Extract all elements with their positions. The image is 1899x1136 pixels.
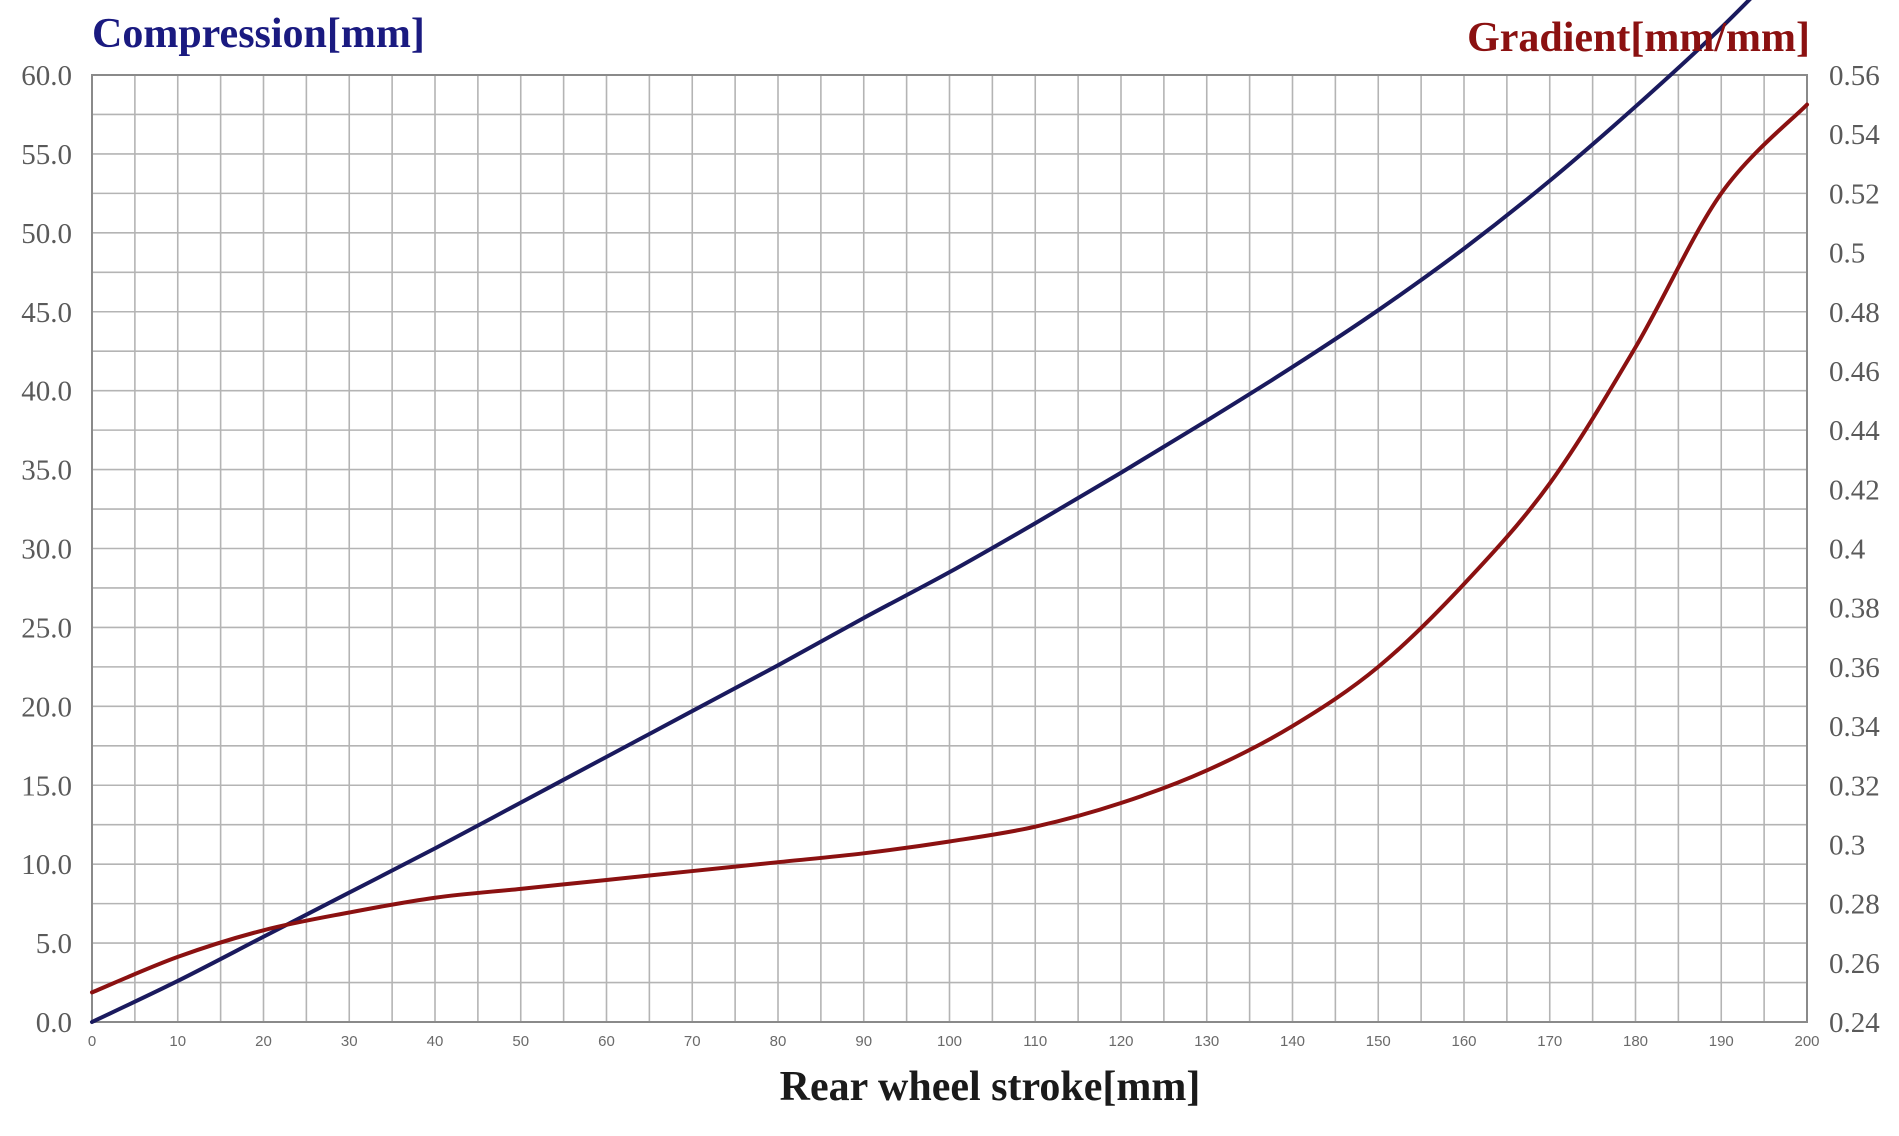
left-y-tick-label: 60.0 bbox=[21, 60, 72, 92]
left-y-tick-label: 55.0 bbox=[21, 139, 72, 171]
right-y-tick-label: 0.26 bbox=[1829, 948, 1880, 980]
right-y-tick-label: 0.54 bbox=[1829, 119, 1880, 151]
gradient-series-line bbox=[90, 102, 1809, 995]
x-tick-label: 170 bbox=[1537, 1033, 1562, 1050]
x-tick-label: 60 bbox=[598, 1033, 615, 1050]
left-y-tick-label: 15.0 bbox=[21, 770, 72, 802]
x-tick-label: 80 bbox=[770, 1033, 787, 1050]
right-y-tick-label: 0.5 bbox=[1829, 238, 1865, 270]
x-tick-label: 120 bbox=[1108, 1033, 1133, 1050]
plot-border bbox=[91, 74, 1808, 1023]
x-tick-label: 10 bbox=[169, 1033, 186, 1050]
axis-labels: Compression[mm] Gradient[mm/mm] Rear whe… bbox=[92, 11, 1810, 1110]
x-tick-label: 100 bbox=[937, 1033, 962, 1050]
x-tick-label: 140 bbox=[1280, 1033, 1305, 1050]
left-y-tick-label: 10.0 bbox=[21, 849, 72, 881]
x-tick-label: 0 bbox=[88, 1033, 96, 1050]
right-y-tick-label: 0.46 bbox=[1829, 356, 1880, 388]
right-y-tick-label: 0.28 bbox=[1829, 889, 1880, 921]
right-y-tick-label: 0.32 bbox=[1829, 770, 1880, 802]
x-tick-label: 110 bbox=[1023, 1033, 1047, 1050]
left-y-tick-label: 0.0 bbox=[36, 1007, 72, 1039]
x-tick-label: 40 bbox=[427, 1033, 444, 1050]
right-y-tick-label: 0.42 bbox=[1829, 474, 1880, 506]
right-y-tick-label: 0.48 bbox=[1829, 297, 1880, 329]
right-y-tick-label: 0.24 bbox=[1829, 1007, 1880, 1039]
left-y-tick-label: 50.0 bbox=[21, 218, 72, 250]
x-tick-label: 50 bbox=[512, 1033, 529, 1050]
x-tick-label: 180 bbox=[1623, 1033, 1648, 1050]
x-tick-label: 200 bbox=[1794, 1033, 1819, 1050]
grid bbox=[91, 74, 1808, 1023]
left-axis-title: Compression[mm] bbox=[92, 11, 425, 57]
x-tick-label: 160 bbox=[1451, 1033, 1476, 1050]
series-lines bbox=[90, 0, 1809, 1024]
left-y-tick-label: 30.0 bbox=[21, 534, 72, 566]
x-tick-label: 150 bbox=[1366, 1033, 1391, 1050]
x-tick-label: 70 bbox=[684, 1033, 701, 1050]
right-y-tick-label: 0.38 bbox=[1829, 593, 1880, 625]
x-tick-label: 90 bbox=[855, 1033, 872, 1050]
right-y-tick-label: 0.36 bbox=[1829, 652, 1880, 684]
left-y-tick-label: 20.0 bbox=[21, 691, 72, 723]
x-tick-label: 30 bbox=[341, 1033, 358, 1050]
right-y-tick-label: 0.56 bbox=[1829, 60, 1880, 92]
right-y-tick-label: 0.52 bbox=[1829, 178, 1880, 210]
right-y-tick-label: 0.3 bbox=[1829, 829, 1865, 861]
x-tick-label: 190 bbox=[1709, 1033, 1734, 1050]
right-y-tick-label: 0.4 bbox=[1829, 534, 1866, 566]
compression-series-line bbox=[90, 0, 1752, 1024]
left-y-tick-label: 45.0 bbox=[21, 297, 72, 329]
left-y-tick-label: 25.0 bbox=[21, 612, 72, 644]
left-y-tick-label: 35.0 bbox=[21, 455, 72, 487]
x-tick-label: 130 bbox=[1194, 1033, 1219, 1050]
right-axis-title: Gradient[mm/mm] bbox=[1467, 15, 1810, 61]
right-y-tick-label: 0.34 bbox=[1829, 711, 1880, 743]
axes: 0 10 20 30 40 50 60 70 80 90 100 110 120 130 140 150 160… bbox=[21, 60, 1880, 1050]
right-y-tick-label: 0.44 bbox=[1829, 415, 1880, 447]
left-y-tick-label: 40.0 bbox=[21, 376, 72, 408]
x-axis-title: Rear wheel stroke[mm] bbox=[780, 1064, 1201, 1110]
x-tick-label: 20 bbox=[255, 1033, 272, 1050]
left-y-tick-label: 5.0 bbox=[36, 928, 72, 960]
